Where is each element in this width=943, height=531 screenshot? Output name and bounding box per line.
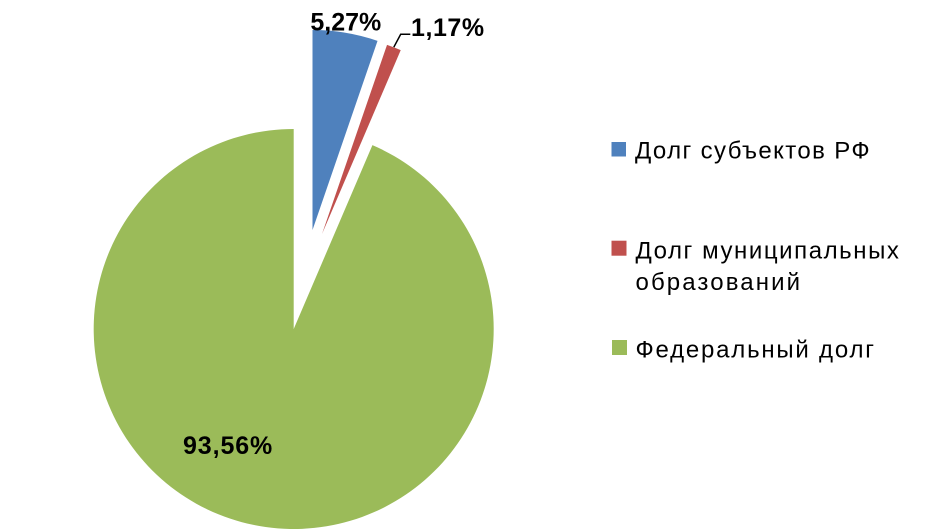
svg-text:5,27%: 5,27% (310, 8, 381, 36)
svg-text:Долг субъектов РФ: Долг субъектов РФ (635, 137, 871, 164)
svg-text:образований: образований (636, 269, 803, 296)
svg-text:Федеральный долг: Федеральный долг (636, 337, 876, 364)
svg-text:Долг муниципальных: Долг муниципальных (636, 237, 901, 264)
svg-text:1,17%: 1,17% (411, 14, 485, 42)
svg-text:93,56%: 93,56% (183, 432, 273, 460)
